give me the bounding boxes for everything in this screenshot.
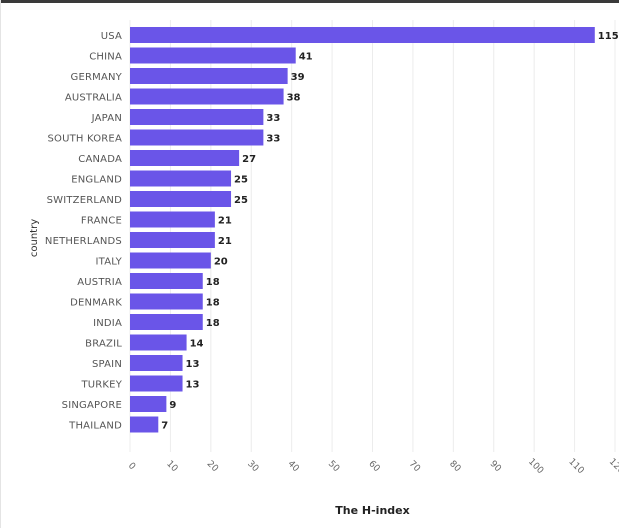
category-label: FRANCE (81, 216, 122, 227)
category-label: THAILAND (68, 421, 122, 432)
category-label: NETHERLANDS (45, 236, 122, 247)
bar (130, 68, 288, 84)
category-label: USA (101, 31, 122, 42)
value-label: 18 (206, 277, 220, 288)
value-label: 9 (169, 400, 176, 411)
bar (130, 375, 183, 392)
value-label: 38 (287, 93, 301, 104)
bar (130, 293, 203, 310)
x-tick-label: 40 (285, 459, 300, 474)
x-tick-label: 10 (164, 459, 179, 474)
bar (130, 211, 215, 228)
category-labels: USA CHINA GERMANY AUSTRALIA JAPAN SOUTH KOREA… (45, 31, 123, 432)
x-tick-label: 100 (526, 457, 545, 476)
x-tick-label: 80 (447, 459, 462, 474)
category-label: CHINA (89, 52, 122, 63)
bars-group (130, 27, 595, 433)
value-label: 39 (291, 72, 305, 83)
x-tick-label: 30 (245, 459, 260, 474)
x-axis-title: The H-index (335, 504, 409, 517)
bar (130, 416, 159, 433)
category-label: SINGAPORE (62, 400, 122, 411)
value-label: 33 (266, 134, 280, 145)
value-label: 18 (206, 298, 220, 309)
category-label: BRAZIL (85, 339, 122, 350)
left-border (0, 0, 1, 528)
x-tick-label: 0 (126, 461, 137, 472)
category-label: SOUTH KOREA (47, 134, 122, 145)
category-label: AUSTRIA (77, 277, 122, 288)
category-label: SWITZERLAND (47, 195, 123, 206)
x-tick-label: 50 (326, 459, 341, 474)
value-label: 13 (186, 359, 200, 370)
category-label: ITALY (96, 257, 123, 268)
x-tick-label: 120 (607, 457, 619, 476)
value-label: 21 (218, 216, 232, 227)
y-axis-title: country (29, 219, 40, 257)
bar (130, 252, 211, 269)
value-label: 13 (186, 380, 200, 391)
top-border (0, 0, 619, 3)
x-tick-label: 20 (205, 459, 220, 474)
category-label: ENGLAND (71, 175, 122, 186)
value-label: 14 (190, 339, 204, 350)
value-label: 7 (161, 421, 168, 432)
bar (130, 109, 264, 125)
x-tick-label: 90 (488, 459, 503, 474)
category-label: AUSTRALIA (65, 93, 122, 104)
value-label: 41 (299, 52, 313, 63)
category-label: INDIA (93, 318, 122, 329)
value-label: 25 (234, 195, 248, 206)
value-label: 21 (218, 236, 232, 247)
category-label: CANADA (78, 154, 122, 165)
x-tick-label: 70 (407, 459, 422, 474)
value-label: 18 (206, 318, 220, 329)
category-label: SPAIN (92, 359, 122, 370)
x-tick-label: 60 (366, 459, 381, 474)
bar (130, 129, 264, 146)
bar (130, 88, 284, 105)
x-tick-labels: 0 10 20 30 40 50 60 70 80 90 100 110 120 (126, 457, 619, 476)
bar (130, 273, 203, 289)
value-label: 115 (598, 31, 619, 42)
value-label: 27 (242, 154, 256, 165)
value-label: 20 (214, 257, 228, 268)
bar (130, 355, 183, 371)
bar (130, 314, 203, 330)
category-label: DENMARK (70, 298, 122, 309)
bar (130, 170, 232, 187)
x-tick-label: 110 (566, 457, 585, 476)
category-label: GERMANY (71, 72, 123, 83)
category-label: JAPAN (91, 113, 122, 124)
bar (130, 334, 187, 351)
category-label: TURKEY (80, 380, 122, 391)
bar (130, 150, 240, 166)
bar (130, 396, 167, 412)
bar (130, 191, 232, 207)
bar (130, 232, 215, 248)
value-label: 25 (234, 175, 248, 186)
bar (130, 27, 595, 43)
value-label: 33 (266, 113, 280, 124)
bar (130, 47, 296, 64)
